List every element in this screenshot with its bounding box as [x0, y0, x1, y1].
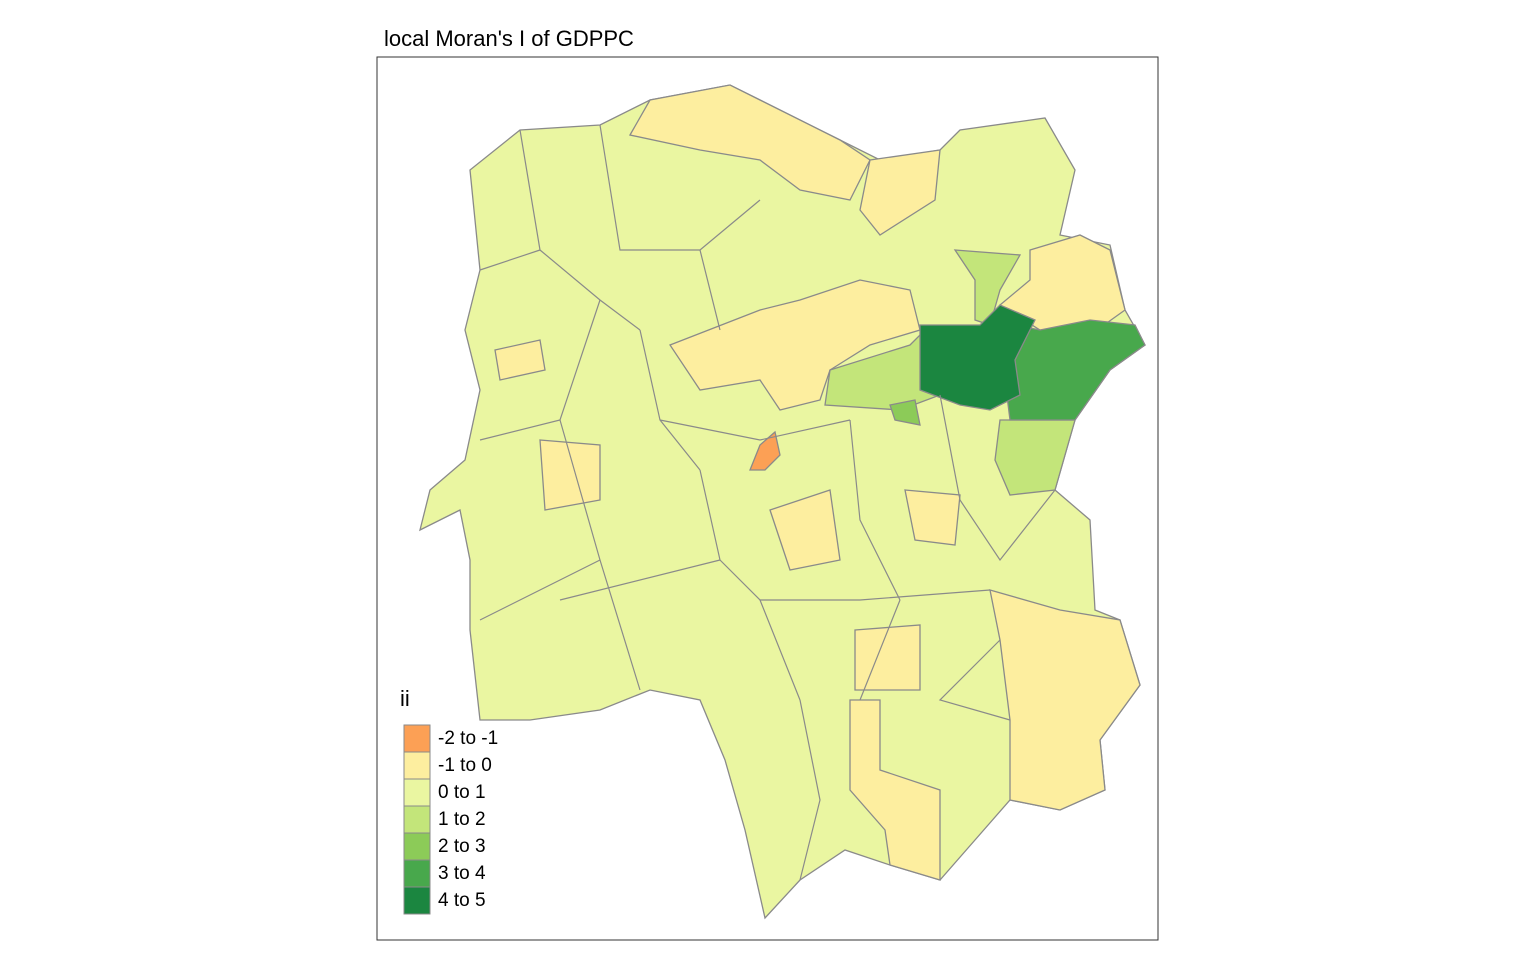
- region: [749, 430, 781, 471]
- region-border: [479, 249, 541, 271]
- map-frame: [376, 56, 1159, 941]
- legend-label: 2 to 3: [438, 836, 486, 857]
- legend-label: -1 to 0: [438, 755, 492, 776]
- legend-label: 1 to 2: [438, 809, 486, 830]
- region-border: [760, 589, 991, 601]
- map-title: local Moran's I of GDPPC: [384, 26, 634, 51]
- region-border: [599, 124, 761, 251]
- region: [539, 439, 601, 511]
- region-border: [938, 639, 1011, 721]
- region-border: [939, 394, 1056, 562]
- region: [889, 399, 921, 426]
- region-border: [699, 469, 801, 701]
- legend-label: 0 to 1: [438, 782, 486, 803]
- legend-label: 4 to 5: [438, 890, 486, 911]
- legend-swatch: [403, 859, 431, 888]
- region: [494, 339, 546, 381]
- region: [859, 149, 941, 236]
- region: [904, 489, 961, 546]
- legend-swatch: [403, 778, 431, 807]
- region-border: [799, 699, 821, 881]
- legend-title: ii: [400, 686, 410, 711]
- region-border: [559, 559, 721, 601]
- region: [669, 279, 921, 411]
- region-border: [859, 599, 901, 701]
- legend-swatch: [403, 886, 431, 915]
- legend-swatch: [403, 751, 431, 780]
- map-regions: [419, 84, 1146, 920]
- region-border: [519, 129, 641, 331]
- region-border: [659, 419, 851, 441]
- region-border: [479, 559, 601, 621]
- legend-label: 3 to 4: [438, 863, 486, 884]
- region: [849, 699, 941, 881]
- region: [769, 489, 841, 571]
- region: [854, 624, 921, 691]
- legend-swatch: [403, 724, 431, 753]
- legend-swatch: [403, 832, 431, 861]
- legend-swatch: [403, 805, 431, 834]
- region: [994, 419, 1076, 496]
- legend: -2 to -1 -1 to 0 0 to 1 1 to 2 2 to 3 3 to 4 4…: [403, 724, 498, 915]
- region-border: [849, 419, 901, 601]
- legend-label: -2 to -1: [438, 728, 498, 749]
- region-border: [699, 249, 721, 331]
- region: [989, 589, 1141, 811]
